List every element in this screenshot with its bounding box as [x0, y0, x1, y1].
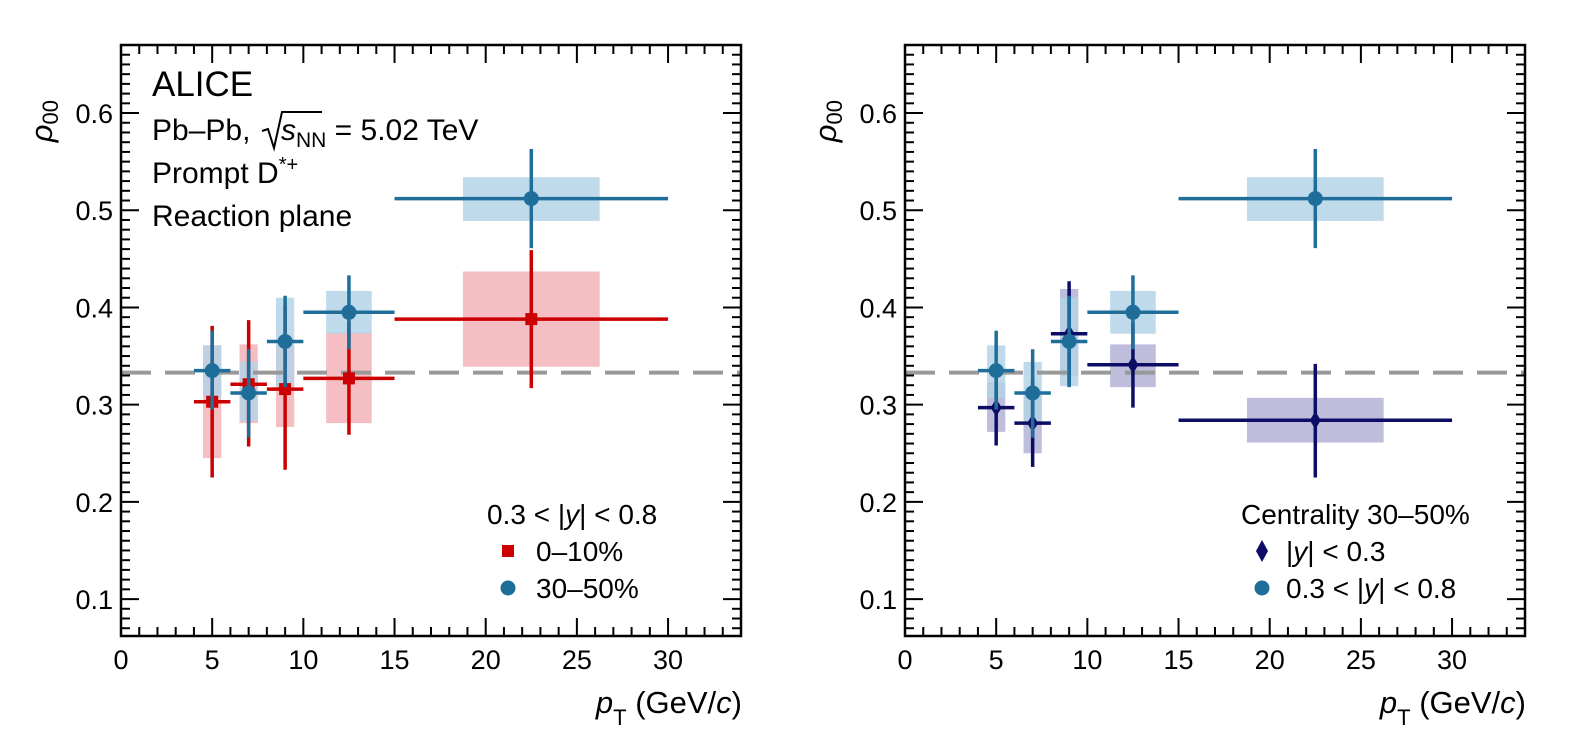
x-tick-label: 5	[989, 645, 1004, 675]
legend-label-0-10: 0–10%	[536, 536, 623, 567]
data-point-circle	[241, 385, 257, 401]
data-point-diamond	[1309, 411, 1321, 430]
x-tick-label: 10	[288, 645, 318, 675]
x-tick-label: 15	[380, 645, 410, 675]
x-tick-label: 5	[205, 645, 220, 675]
legend-circle-marker	[1254, 580, 1270, 596]
x-tick-label: 25	[562, 645, 592, 675]
y-tick-label: 0.2	[75, 488, 113, 518]
x-tick-label: 10	[1072, 645, 1102, 675]
legend-label-forward-rapidity: 0.3 < |y| < 0.8	[1286, 573, 1456, 604]
y-tick-label: 0.1	[75, 585, 113, 615]
y-tick-label: 0.4	[75, 293, 113, 323]
sqrt-sign-icon	[261, 111, 322, 152]
legend-square-marker	[502, 545, 514, 557]
left-panel: 0 5 10 15 20 25 30 0.1 0.2 0.3 0.4 0.5 0.6 ρ00 pT (G…	[24, 43, 743, 730]
data-point-circle	[523, 191, 539, 207]
x-tick-label: 30	[653, 645, 683, 675]
right-panel: 0 5 10 15 20 25 30 0.1 0.2 0.3 0.4 0.5 0.6 ρ00 pT (G…	[808, 43, 1527, 730]
legend-circle-marker	[500, 580, 516, 596]
data-point-circle	[988, 363, 1004, 379]
y-axis-title: ρ00	[808, 100, 847, 143]
method-label: Reaction plane	[152, 200, 352, 233]
x-axis-title: pT (GeV/c)	[595, 685, 742, 730]
x-tick-label: 25	[1346, 645, 1376, 675]
x-tick-label: 0	[897, 645, 912, 675]
data-point-circle	[204, 363, 220, 379]
collision-system-label: Pb–Pb, sNN = 5.02 TeV	[152, 111, 478, 152]
legend: 0.3 < |y| < 0.8 0–10% 30–50%	[487, 499, 657, 604]
data-point-square	[525, 313, 538, 326]
y-tick-label: 0.4	[859, 293, 897, 323]
legend-label-mid-rapidity: |y| < 0.3	[1286, 536, 1385, 567]
data-point-diamond	[1127, 355, 1139, 374]
data-points	[977, 149, 1453, 478]
data-point-circle	[341, 304, 357, 320]
y-tick-label: 0.5	[859, 196, 897, 226]
data-point-circle	[1025, 385, 1041, 401]
data-point-circle	[277, 333, 293, 349]
particle-label: Prompt D*+	[152, 154, 298, 190]
y-tick-label: 0.6	[75, 99, 113, 129]
x-axis-title: pT (GeV/c)	[1379, 685, 1526, 730]
axis-ticks: 0 5 10 15 20 25 30 0.1 0.2 0.3 0.4 0.5 0.6	[859, 45, 1526, 675]
y-tick-label: 0.1	[859, 585, 897, 615]
y-tick-label: 0.2	[859, 488, 897, 518]
x-tick-label: 30	[1437, 645, 1467, 675]
x-tick-label: 0	[113, 645, 128, 675]
legend: Centrality 30–50% |y| < 0.3 0.3 < |y| < …	[1241, 499, 1470, 604]
systematic-boxes	[987, 177, 1384, 454]
legend-header: 0.3 < |y| < 0.8	[487, 499, 657, 530]
y-tick-label: 0.3	[859, 391, 897, 421]
data-point-circle	[1061, 333, 1077, 349]
data-point-square	[279, 383, 292, 396]
x-tick-label: 15	[1164, 645, 1194, 675]
axis-ticks: 0 5 10 15 20 25 30 0.1 0.2 0.3 0.4 0.5 0.6	[75, 45, 742, 675]
data-point-circle	[1125, 304, 1141, 320]
data-points	[193, 149, 669, 478]
plot-frame	[903, 43, 1527, 638]
legend-diamond-marker	[1256, 540, 1268, 562]
x-tick-label: 20	[471, 645, 501, 675]
legend-header: Centrality 30–50%	[1241, 499, 1470, 530]
y-tick-label: 0.3	[75, 391, 113, 421]
y-tick-label: 0.5	[75, 196, 113, 226]
svg-text:sNN = 5.02 TeV: sNN = 5.02 TeV	[281, 114, 478, 152]
data-point-square	[342, 372, 355, 385]
x-tick-label: 20	[1255, 645, 1285, 675]
y-tick-label: 0.6	[859, 99, 897, 129]
svg-text:Pb–Pb,: Pb–Pb,	[152, 114, 250, 147]
data-point-circle	[1307, 191, 1323, 207]
y-axis-title: ρ00	[24, 100, 63, 143]
experiment-label: ALICE	[152, 65, 253, 104]
legend-label-30-50: 30–50%	[536, 573, 639, 604]
